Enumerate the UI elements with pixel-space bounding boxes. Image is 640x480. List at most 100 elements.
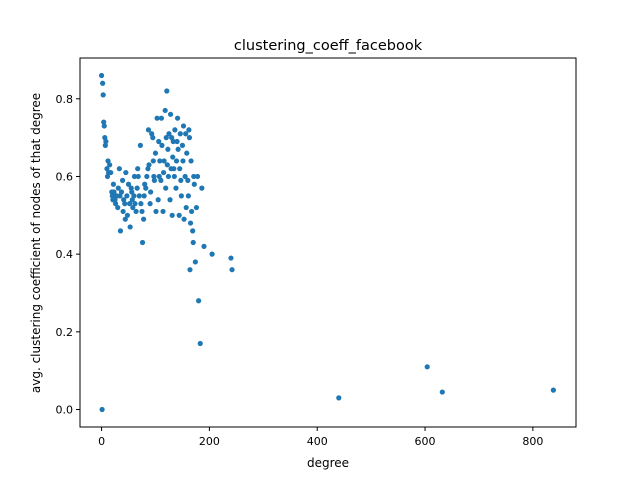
data-point bbox=[105, 158, 111, 164]
data-point bbox=[185, 193, 191, 199]
data-point bbox=[147, 201, 153, 207]
data-point bbox=[161, 158, 167, 164]
x-tick-label: 0 bbox=[98, 435, 105, 448]
data-point bbox=[117, 228, 124, 234]
data-point bbox=[103, 138, 109, 145]
data-point bbox=[177, 166, 183, 172]
data-point bbox=[127, 224, 133, 230]
data-point bbox=[157, 158, 163, 164]
data-point bbox=[116, 166, 122, 172]
data-point bbox=[119, 177, 126, 183]
data-point bbox=[115, 204, 121, 211]
y-tick-label: 0.4 bbox=[56, 248, 74, 261]
data-point bbox=[131, 193, 137, 199]
data-point bbox=[180, 158, 186, 164]
data-point bbox=[150, 158, 156, 164]
data-point bbox=[125, 181, 132, 187]
data-point bbox=[186, 127, 192, 133]
data-point bbox=[111, 189, 117, 195]
data-point bbox=[118, 189, 125, 195]
data-point bbox=[134, 185, 140, 191]
data-point bbox=[152, 150, 159, 156]
data-point bbox=[138, 201, 144, 207]
data-point bbox=[124, 193, 130, 199]
data-point bbox=[151, 173, 157, 180]
data-point bbox=[180, 123, 187, 129]
data-point bbox=[171, 166, 177, 172]
data-point bbox=[199, 185, 205, 191]
data-point bbox=[99, 406, 105, 413]
data-point bbox=[171, 173, 177, 180]
data-point bbox=[107, 162, 113, 168]
data-point bbox=[162, 107, 168, 114]
data-point bbox=[141, 216, 147, 222]
data-point bbox=[163, 135, 169, 141]
data-point bbox=[181, 216, 187, 222]
x-tick-label: 400 bbox=[307, 435, 328, 448]
data-point bbox=[130, 204, 136, 211]
data-point bbox=[100, 92, 106, 98]
data-point bbox=[166, 131, 172, 137]
data-point bbox=[115, 185, 121, 191]
data-point bbox=[164, 88, 170, 94]
data-point bbox=[172, 127, 178, 133]
data-point bbox=[196, 298, 202, 304]
x-axis-label: degree bbox=[307, 456, 349, 470]
data-point bbox=[169, 212, 175, 218]
data-point bbox=[110, 181, 117, 187]
data-point bbox=[124, 212, 131, 218]
data-point bbox=[187, 220, 194, 226]
x-tick-label: 200 bbox=[199, 435, 220, 448]
data-point bbox=[228, 255, 234, 261]
data-point bbox=[175, 146, 181, 152]
data-point bbox=[112, 201, 119, 207]
data-point bbox=[98, 72, 105, 79]
data-point bbox=[153, 208, 159, 215]
data-point bbox=[155, 197, 161, 203]
data-point bbox=[184, 150, 190, 156]
data-point bbox=[209, 251, 215, 257]
chart-title: clustering_coeff_facebook bbox=[234, 38, 423, 54]
data-point bbox=[120, 208, 126, 215]
data-point bbox=[185, 177, 191, 183]
data-point bbox=[424, 364, 430, 370]
y-axis-label: avg. clustering coefficient of nodes of … bbox=[29, 93, 43, 393]
data-point bbox=[128, 185, 134, 191]
data-point bbox=[336, 395, 342, 401]
data-point bbox=[132, 201, 138, 207]
data-point bbox=[179, 142, 186, 148]
data-point bbox=[148, 189, 154, 195]
data-point bbox=[193, 204, 200, 211]
data-point bbox=[188, 158, 194, 164]
data-point bbox=[174, 115, 181, 121]
data-point bbox=[141, 193, 147, 199]
data-point bbox=[187, 267, 193, 273]
data-point bbox=[165, 173, 172, 180]
data-point bbox=[137, 142, 143, 148]
data-point bbox=[182, 173, 188, 180]
data-point bbox=[190, 239, 196, 246]
data-point bbox=[170, 154, 176, 160]
data-point bbox=[100, 80, 106, 86]
data-point bbox=[178, 177, 184, 183]
data-point bbox=[176, 212, 182, 218]
data-point bbox=[165, 146, 171, 152]
data-point bbox=[183, 204, 189, 211]
data-point bbox=[122, 216, 128, 222]
data-point bbox=[123, 169, 129, 176]
y-axis-ticks: 0.0 0.2 0.4 0.6 0.8 bbox=[56, 93, 80, 417]
data-point bbox=[170, 138, 176, 145]
data-point bbox=[174, 138, 180, 145]
data-point bbox=[129, 189, 135, 195]
y-tick-label: 0.8 bbox=[56, 93, 74, 106]
data-point bbox=[167, 197, 173, 203]
x-tick-label: 600 bbox=[415, 435, 436, 448]
data-point bbox=[102, 142, 108, 148]
data-point bbox=[104, 173, 111, 180]
data-point bbox=[186, 135, 193, 141]
data-point bbox=[159, 142, 165, 148]
data-point bbox=[158, 177, 164, 183]
data-point bbox=[177, 131, 183, 137]
data-point bbox=[151, 177, 157, 183]
